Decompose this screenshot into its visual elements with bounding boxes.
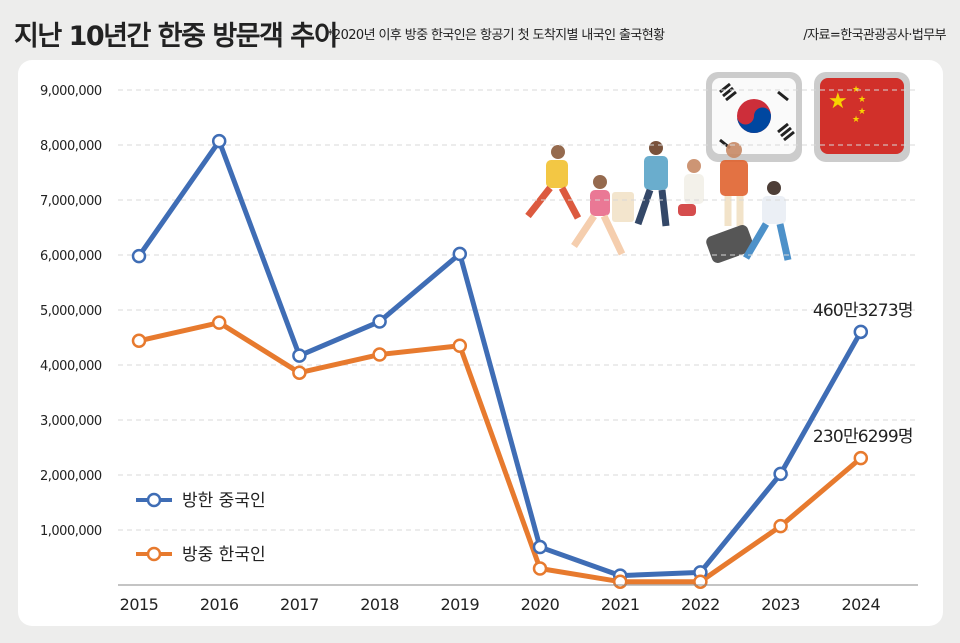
data-point [211,133,227,149]
data-point [773,466,788,482]
data-point [372,314,387,329]
illustration: ★ ★ ★ ★ ★ [525,72,910,263]
x-tick-label: 2019 [440,595,479,614]
data-point [773,518,788,534]
series-line-0 [136,138,863,579]
y-tick-label: 8,000,000 [40,139,102,154]
data-point [131,333,147,349]
china-flag-icon: ★ ★ ★ ★ ★ [814,72,910,162]
data-point [131,248,147,264]
legend-marker-china [146,492,162,508]
data-point [532,561,548,576]
y-tick-label: 5,000,000 [40,304,102,319]
svg-text:★: ★ [852,115,860,125]
data-point [292,348,307,363]
svg-text:★: ★ [858,107,866,117]
legend-label-korea: 방중 한국인 [182,545,266,565]
x-tick-label: 2024 [841,595,880,614]
legend-label-china: 방한 중국인 [182,491,266,511]
x-tick-label: 2020 [521,595,560,614]
y-tick-label: 1,000,000 [40,524,102,539]
korea-flag-icon [706,72,802,162]
y-tick-label: 9,000,000 [40,84,102,99]
data-point [452,338,468,353]
data-point [292,365,307,380]
y-tick-label: 6,000,000 [40,249,102,264]
end-value-label: 230만6299명 [813,427,913,447]
data-point [211,315,227,330]
data-point [612,574,628,589]
svg-text:★: ★ [858,95,866,105]
data-point [693,574,708,589]
legend: 방한 중국인 방중 한국인 [136,491,266,565]
data-point [372,347,387,362]
y-tick-label: 7,000,000 [40,194,102,209]
series-line-1 [138,320,863,585]
chart-title: 지난 10년간 한중 방문객 추이 [14,21,338,52]
x-tick-label: 2016 [200,595,239,614]
x-tick-label: 2023 [761,595,800,614]
x-tick-label: 2021 [601,595,640,614]
legend-marker-korea [146,546,162,562]
data-point [452,246,468,262]
travelers-illustration [525,141,792,263]
y-tick-label: 2,000,000 [40,469,102,484]
x-tick-label: 2015 [120,595,159,614]
end-value-label: 460만3273명 [813,301,913,321]
y-tick-label: 3,000,000 [40,414,102,429]
chart-source: /자료=한국관광공사·법무부 [803,28,946,43]
svg-text:★: ★ [828,89,848,114]
x-tick-label: 2017 [280,595,319,614]
x-tick-label: 2022 [681,595,720,614]
chart-note: *2020년 이후 방중 한국인은 항공기 첫 도착지별 내국인 출국현황 [327,28,665,43]
data-point [532,539,548,555]
x-tick-label: 2018 [360,595,399,614]
y-tick-label: 4,000,000 [40,359,102,374]
data-point [853,324,869,340]
data-point [853,450,869,466]
